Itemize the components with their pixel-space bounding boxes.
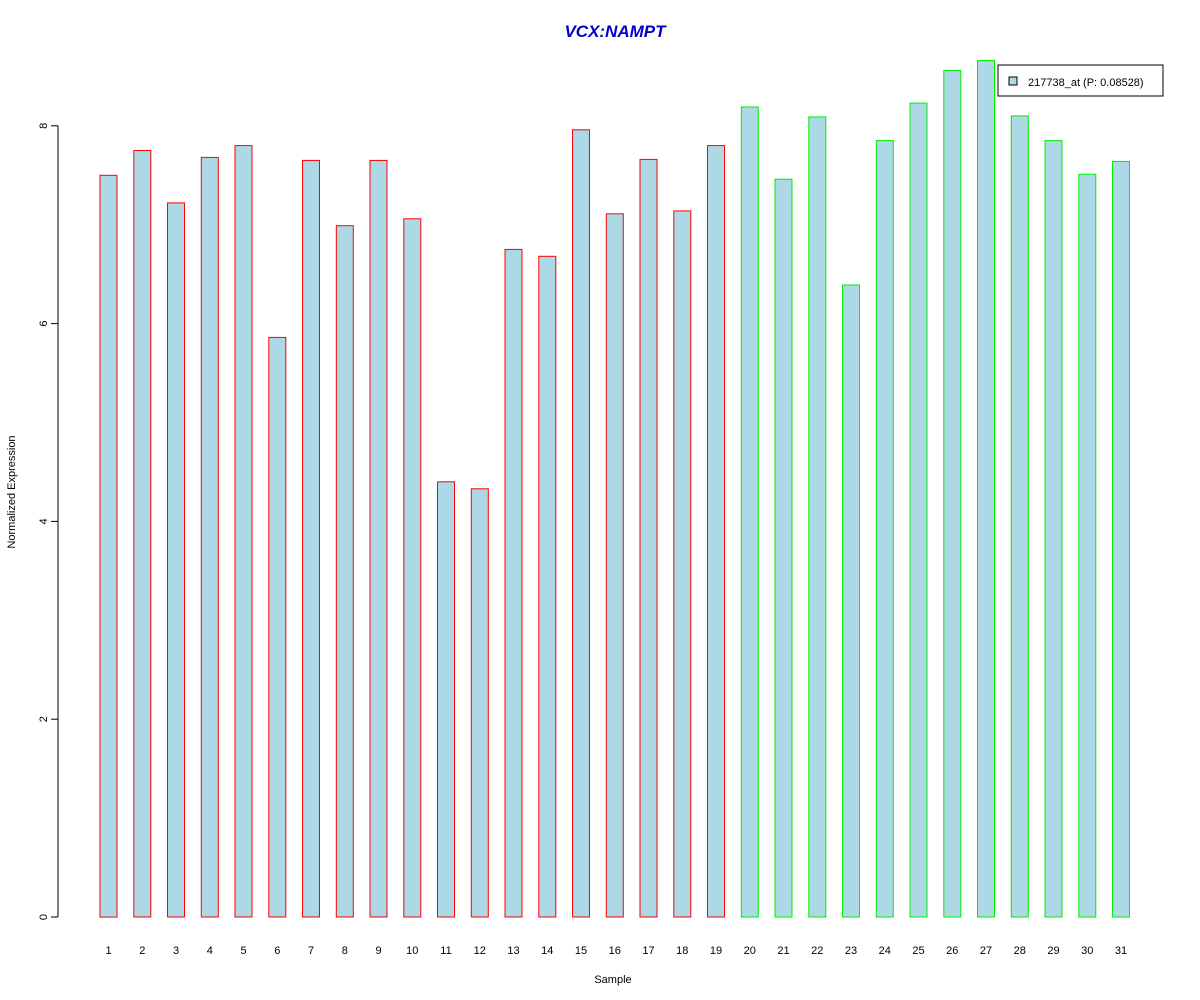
- x-tick-label: 18: [676, 945, 688, 957]
- x-tick-label: 25: [912, 945, 924, 957]
- bar-sample-14: [538, 255, 557, 918]
- x-tick-label: 23: [845, 945, 857, 957]
- x-axis-label: Sample: [594, 974, 631, 986]
- bar-sample-19: [707, 145, 725, 918]
- bar-sample-24: [875, 140, 894, 918]
- bar-sample-21: [774, 178, 793, 918]
- bar-sample-13: [504, 248, 523, 918]
- bar-sample-1: [99, 174, 118, 918]
- bar-sample-16: [605, 213, 624, 918]
- x-tick-labels: 1 2 3 4 5 6 7 8 9 10 11 12 13 14 15 16 17 18 19 20 21 22 23 24 2…: [105, 945, 1127, 957]
- chart-title: VCX:NAMPT: [564, 22, 667, 41]
- y-axis: 0 2 4 6 8: [38, 123, 59, 920]
- x-tick-label: 30: [1081, 945, 1093, 957]
- legend: 217738_at (P: 0.08528): [997, 64, 1164, 97]
- x-tick-label: 12: [474, 945, 486, 957]
- bar-sample-5: [234, 145, 253, 918]
- x-tick-label: 15: [575, 945, 587, 957]
- bar-sample-23: [842, 284, 860, 918]
- x-tick-label: 4: [207, 945, 213, 957]
- x-tick-label: 16: [609, 945, 621, 957]
- legend-label: 217738_at (P: 0.08528): [1028, 77, 1144, 89]
- bar-sample-10: [403, 218, 422, 918]
- legend-box: [997, 64, 1164, 97]
- x-tick-label: 14: [541, 945, 553, 957]
- y-tick-label: 0: [38, 914, 50, 920]
- x-tick-label: 8: [342, 945, 348, 957]
- x-tick-label: 17: [642, 945, 654, 957]
- bar-sample-22: [808, 116, 827, 918]
- bar-sample-11: [437, 481, 455, 918]
- bar-sample-2: [133, 150, 152, 918]
- x-tick-label: 5: [240, 945, 246, 957]
- x-tick-label: 27: [980, 945, 992, 957]
- y-tick-label: 4: [38, 518, 50, 524]
- bar-sample-30: [1078, 173, 1097, 918]
- x-tick-label: 28: [1014, 945, 1026, 957]
- bar-sample-26: [943, 69, 962, 918]
- y-tick-label: 6: [38, 321, 50, 327]
- x-tick-label: 26: [946, 945, 958, 957]
- bar-sample-12: [470, 488, 489, 918]
- bar-sample-18: [673, 210, 692, 918]
- bar-sample-15: [572, 129, 590, 918]
- x-tick-label: 2: [139, 945, 145, 957]
- y-tick-label: 2: [38, 716, 50, 722]
- legend-swatch: [1008, 76, 1018, 86]
- bar-sample-31: [1112, 160, 1130, 918]
- x-tick-label: 3: [173, 945, 179, 957]
- x-tick-label: 24: [879, 945, 891, 957]
- bar-sample-28: [1010, 115, 1029, 918]
- x-tick-label: 13: [507, 945, 519, 957]
- x-tick-label: 29: [1047, 945, 1059, 957]
- x-tick-label: 1: [105, 945, 111, 957]
- bar-sample-4: [200, 156, 219, 918]
- bar-sample-27: [977, 60, 995, 918]
- bar-sample-25: [909, 102, 928, 918]
- bars-group: [99, 60, 1130, 918]
- x-tick-label: 11: [440, 945, 451, 957]
- x-tick-label: 20: [744, 945, 756, 957]
- x-tick-label: 22: [811, 945, 823, 957]
- y-tick-label: 8: [38, 123, 50, 129]
- x-tick-label: 31: [1115, 945, 1127, 957]
- bar-sample-3: [167, 202, 185, 918]
- x-tick-label: 19: [710, 945, 722, 957]
- bar-sample-7: [302, 159, 320, 918]
- x-tick-label: 7: [308, 945, 314, 957]
- bar-sample-20: [740, 106, 759, 918]
- x-tick-label: 21: [777, 945, 789, 957]
- bar-sample-9: [369, 159, 388, 918]
- x-tick-label: 10: [406, 945, 418, 957]
- bar-sample-6: [268, 336, 287, 918]
- bar-sample-8: [335, 225, 354, 918]
- x-tick-label: 6: [274, 945, 280, 957]
- bar-sample-17: [639, 158, 658, 918]
- y-axis-label: Normalized Expression: [6, 435, 18, 548]
- x-tick-label: 9: [375, 945, 381, 957]
- bar-sample-29: [1044, 140, 1063, 918]
